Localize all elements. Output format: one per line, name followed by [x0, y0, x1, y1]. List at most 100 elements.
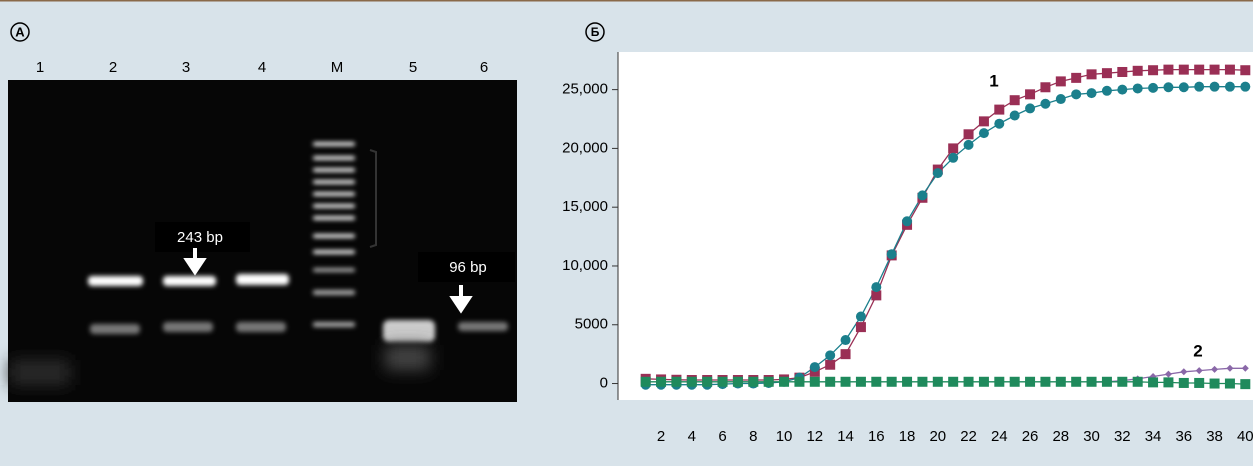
x-tick-label: 32 [1114, 428, 1131, 445]
marker [810, 377, 820, 387]
marker [825, 377, 835, 387]
ladder-band [313, 234, 355, 238]
x-tick-label: 24 [991, 428, 1008, 445]
marker [656, 377, 666, 387]
marker [1179, 65, 1189, 75]
ladder-band [313, 192, 355, 196]
x-tick-label: 28 [1052, 428, 1069, 445]
x-tick-label: 4 [688, 428, 696, 445]
x-tick-label: 30 [1083, 428, 1100, 445]
figure: A 1234M56 243 bp 96 bp Б 0500010,00015,0… [0, 0, 1253, 461]
marker [1133, 377, 1143, 387]
y-tick-label: 10,000 [562, 257, 608, 274]
y-tick-label: 25,000 [562, 81, 608, 98]
y-tick-label: 20,000 [562, 139, 608, 156]
x-tick-label: 6 [718, 428, 726, 445]
marker [1087, 377, 1097, 387]
marker [1010, 377, 1020, 387]
marker [641, 377, 651, 387]
ladder-band [313, 322, 355, 327]
ladder-band [313, 250, 355, 254]
marker [964, 377, 974, 387]
band [236, 322, 286, 332]
x-tick-label: 20 [929, 428, 946, 445]
marker [1179, 378, 1189, 388]
marker [856, 322, 866, 332]
lane-label: 6 [480, 59, 488, 76]
x-tick-label: 34 [1145, 428, 1162, 445]
x-tick-label: 40 [1237, 428, 1253, 445]
smear [10, 360, 70, 385]
y-tick-label: 15,000 [562, 198, 608, 215]
lane-label: 5 [409, 59, 417, 76]
ladder-band [313, 180, 355, 184]
marker [948, 143, 958, 153]
marker [1087, 88, 1097, 98]
curve-annotation: 2 [1193, 341, 1202, 360]
marker [1148, 65, 1158, 75]
marker [1210, 379, 1220, 389]
ladder-band [313, 216, 355, 220]
marker [1240, 82, 1250, 92]
marker [948, 153, 958, 163]
x-tick-label: 14 [837, 428, 854, 445]
marker [1163, 377, 1173, 387]
marker [1240, 379, 1250, 389]
marker [948, 377, 958, 387]
marker [871, 377, 881, 387]
smear [385, 345, 430, 370]
marker [1040, 99, 1050, 109]
marker [1087, 69, 1097, 79]
band [383, 320, 435, 342]
marker [1056, 76, 1066, 86]
band [458, 322, 508, 331]
marker [1071, 89, 1081, 99]
marker [1025, 89, 1035, 99]
marker [1133, 66, 1143, 76]
marker [856, 312, 866, 322]
x-tick-label: 36 [1175, 428, 1192, 445]
marker [979, 128, 989, 138]
band-annotation: 96 bp [449, 259, 487, 276]
marker [1071, 377, 1081, 387]
ladder-band [313, 290, 355, 295]
marker [687, 377, 697, 387]
marker [1225, 65, 1235, 75]
marker [671, 377, 681, 387]
marker [779, 377, 789, 387]
x-tick-label: 16 [868, 428, 885, 445]
marker [1040, 377, 1050, 387]
marker [1225, 82, 1235, 92]
marker [841, 335, 851, 345]
marker [1056, 94, 1066, 104]
marker [1163, 82, 1173, 92]
plot-area [618, 52, 1253, 400]
marker [1117, 67, 1127, 77]
marker [1040, 82, 1050, 92]
marker [887, 249, 897, 259]
marker [1025, 377, 1035, 387]
marker [917, 377, 927, 387]
marker [733, 377, 743, 387]
ladder-band [313, 168, 355, 172]
x-tick-label: 8 [749, 428, 757, 445]
marker [933, 168, 943, 178]
panel-label: Б [591, 25, 600, 39]
y-tick-label: 0 [600, 375, 608, 392]
ladder-band [313, 268, 355, 272]
marker [871, 282, 881, 292]
marker [902, 216, 912, 226]
marker [1194, 65, 1204, 75]
marker [841, 377, 851, 387]
marker [979, 377, 989, 387]
lane-label: M [331, 59, 344, 76]
marker [1102, 68, 1112, 78]
marker [964, 129, 974, 139]
marker [1010, 95, 1020, 105]
marker [933, 377, 943, 387]
marker [964, 140, 974, 150]
marker [1117, 377, 1127, 387]
x-tick-label: 22 [960, 428, 977, 445]
band [90, 324, 140, 334]
lane-labels: 1234M56 [36, 59, 488, 76]
